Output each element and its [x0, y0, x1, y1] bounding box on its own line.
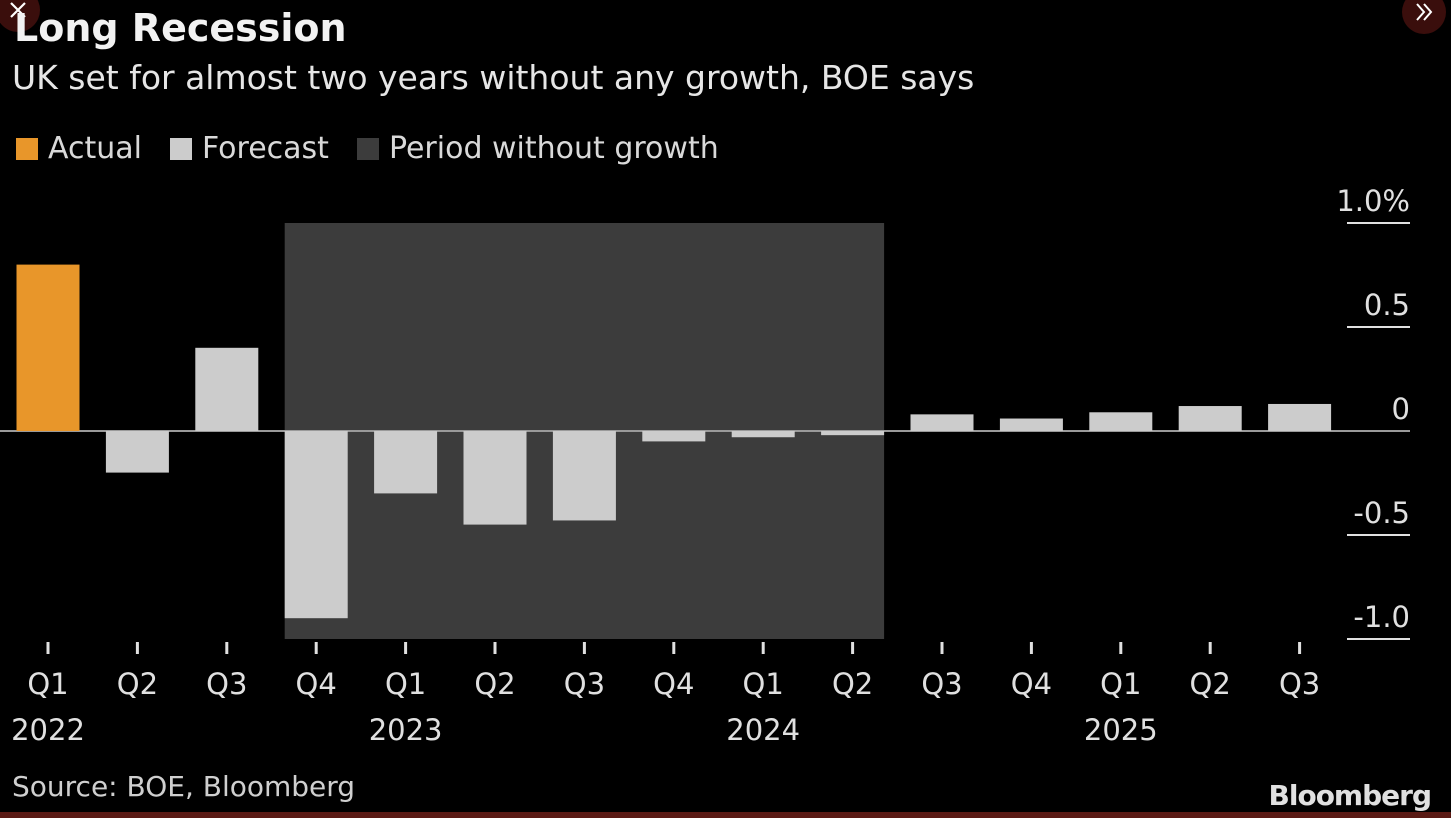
x-tick-label: Q2: [474, 667, 515, 701]
close-icon: [10, 2, 26, 18]
bar-forecast-12: [1089, 412, 1153, 431]
bar-forecast-13: [1178, 406, 1242, 431]
x-tick-label: Q1: [743, 667, 784, 701]
bar-actual-0: [16, 264, 80, 431]
x-tick-label: Q4: [653, 667, 694, 701]
close-button[interactable]: [0, 0, 40, 32]
bar-forecast-2: [195, 347, 259, 431]
y-tick-label: -0.5: [1353, 496, 1410, 530]
x-year-label: 2025: [1084, 713, 1158, 747]
y-tick-label: 1.0%: [1336, 184, 1410, 218]
x-tick-label: Q4: [296, 667, 337, 701]
bar-forecast-4: [374, 431, 438, 494]
x-tick-label: Q1: [27, 667, 68, 701]
legend-label-actual: Actual: [48, 131, 142, 166]
legend-label-forecast: Forecast: [201, 131, 329, 166]
legend-forecast: Forecast: [169, 131, 329, 167]
legend-label-period: Period without growth: [388, 131, 719, 166]
bar-forecast-5: [463, 431, 527, 525]
background-page-strip: [0, 812, 1451, 818]
x-tick-label: Q3: [921, 667, 962, 701]
source-note: Source: BOE, Bloomberg: [12, 770, 356, 803]
x-year-label: 2023: [369, 713, 443, 747]
y-tick-label: 0.5: [1364, 288, 1410, 322]
y-tick-label: -1.0: [1353, 600, 1410, 634]
x-tick-label: Q3: [206, 667, 247, 701]
bar-forecast-11: [999, 418, 1063, 431]
x-tick-label: Q2: [1190, 667, 1231, 701]
y-tick-label: 0: [1392, 392, 1410, 426]
legend-swatch-actual: [16, 138, 38, 160]
chart-title: Long Recession: [14, 6, 347, 50]
bar-forecast-10: [910, 414, 974, 431]
legend-actual: Actual: [16, 131, 142, 167]
bar-forecast-7: [642, 431, 706, 442]
bar-forecast-3: [284, 431, 348, 619]
legend-period: Period without growth: [356, 131, 719, 167]
bar-forecast-14: [1268, 403, 1332, 431]
bloomberg-logo: Bloomberg: [1268, 779, 1432, 812]
x-tick-label: Q3: [1279, 667, 1320, 701]
legend: Actual Forecast Period without growth: [16, 131, 719, 167]
x-year-label: 2022: [11, 713, 85, 747]
legend-swatch-period: [356, 138, 379, 160]
next-button[interactable]: [1402, 0, 1446, 34]
x-tick-label: Q3: [564, 667, 605, 701]
bar-forecast-6: [552, 431, 616, 521]
x-tick-label: Q1: [385, 667, 426, 701]
x-tick-label: Q2: [117, 667, 158, 701]
chevron-double-right-icon: [1416, 3, 1433, 21]
chart-subtitle: UK set for almost two years without any …: [12, 58, 975, 97]
bar-forecast-8: [731, 431, 795, 438]
bar-forecast-1: [105, 431, 169, 473]
x-tick-label: Q2: [832, 667, 873, 701]
x-tick-label: Q1: [1100, 667, 1141, 701]
legend-swatch-forecast: [169, 138, 192, 160]
bar-forecast-9: [821, 431, 885, 436]
x-year-label: 2024: [726, 713, 800, 747]
x-tick-label: Q4: [1011, 667, 1052, 701]
